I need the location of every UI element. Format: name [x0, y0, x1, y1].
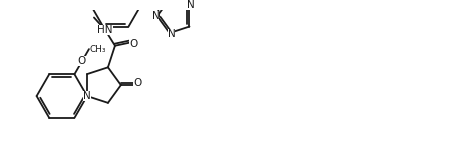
Text: N: N [152, 11, 159, 21]
Text: O: O [78, 56, 86, 66]
Text: O: O [129, 39, 137, 49]
Text: N: N [187, 0, 195, 10]
Text: HN: HN [97, 25, 113, 35]
Text: N: N [83, 91, 91, 101]
Text: O: O [133, 78, 142, 88]
Text: CH₃: CH₃ [90, 45, 106, 54]
Text: N: N [168, 29, 175, 39]
